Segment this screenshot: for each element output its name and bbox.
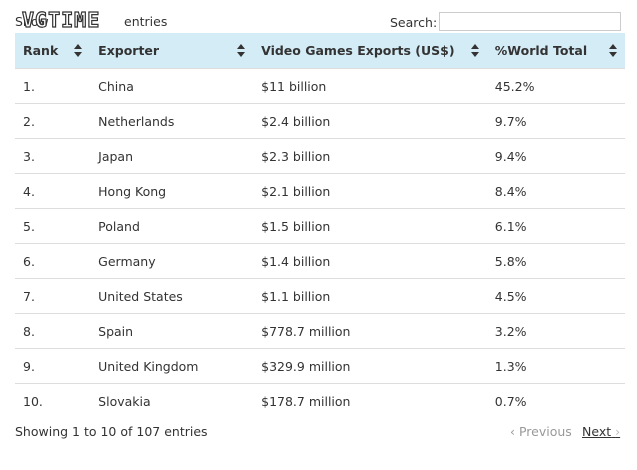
- table-row: 3. Japan $2.3 billion 9.4%: [15, 138, 625, 174]
- table-cell: 5.8%: [486, 243, 625, 279]
- table-cell: 7.: [15, 278, 91, 314]
- sort-icon[interactable]: [609, 44, 617, 57]
- table-cell: 4.: [15, 173, 91, 209]
- table-cell: 9.4%: [486, 138, 625, 174]
- table-cell: 2.: [15, 103, 91, 139]
- table-cell: $2.3 billion: [253, 138, 487, 174]
- table-cell: 8.4%: [486, 173, 625, 209]
- table-row: 2. Netherlands $2.4 billion 9.7%: [15, 103, 625, 139]
- table-cell: $2.4 billion: [253, 103, 487, 139]
- table-cell: China: [90, 68, 254, 104]
- table-cell: Netherlands: [90, 103, 254, 139]
- column-header[interactable]: Video Games Exports (US$): [253, 33, 487, 69]
- table-row: 10. Slovakia $178.7 million 0.7%: [15, 383, 625, 418]
- search-label: Search:: [390, 15, 438, 30]
- table-cell: Hong Kong: [90, 173, 254, 209]
- table-cell: 0.7%: [486, 383, 625, 418]
- table-cell: Poland: [90, 208, 254, 244]
- table-cell: 5.: [15, 208, 91, 244]
- table-cell: 6.1%: [486, 208, 625, 244]
- table-cell: United States: [90, 278, 254, 314]
- table-cell: Spain: [90, 313, 254, 349]
- table-info: Showing 1 to 10 of 107 entries: [15, 424, 208, 439]
- length-label: Show: [15, 14, 49, 29]
- table-cell: United Kingdom: [90, 348, 254, 384]
- length-suffix: entries: [124, 14, 168, 29]
- table-row: 4. Hong Kong $2.1 billion 8.4%: [15, 173, 625, 209]
- table-cell: 1.3%: [486, 348, 625, 384]
- table-cell: $2.1 billion: [253, 173, 487, 209]
- data-table: Rank Exporter Video Games Exports (US$) %Wo…: [15, 33, 625, 418]
- table-cell: $1.5 billion: [253, 208, 487, 244]
- previous-label[interactable]: Previous: [518, 424, 572, 439]
- column-title[interactable]: Exporter: [98, 43, 160, 58]
- table-cell: 9.: [15, 348, 91, 384]
- search-input[interactable]: [439, 12, 621, 31]
- table-row: 9. United Kingdom $329.9 million 1.3%: [15, 348, 625, 384]
- sort-icon[interactable]: [237, 44, 246, 57]
- table-cell: 10.: [15, 383, 91, 418]
- next-label[interactable]: Next: [582, 424, 612, 439]
- table-row: 1. China $11 billion 45.2%: [15, 68, 625, 104]
- header-row: Rank Exporter Video Games Exports (US$) %Wo…: [15, 33, 625, 69]
- table-body: 1. China $11 billion 45.2% 2. Netherlands $2.4…: [15, 68, 625, 418]
- table-cell: $778.7 million: [253, 313, 487, 349]
- sort-icon[interactable]: [470, 44, 479, 57]
- table-cell: Japan: [90, 138, 254, 174]
- table-cell: Slovakia: [90, 383, 254, 418]
- watermark: VGTIME: [21, 7, 101, 32]
- table-cell: Germany: [90, 243, 254, 279]
- table-row: 6. Germany $1.4 billion 5.8%: [15, 243, 625, 279]
- table-cell: 3.2%: [486, 313, 625, 349]
- table-row: 7. United States $1.1 billion 4.5%: [15, 278, 625, 314]
- sort-icon[interactable]: [74, 44, 83, 57]
- column-title[interactable]: Video Games Exports (US$): [261, 43, 455, 58]
- table-cell: 4.5%: [486, 278, 625, 314]
- next-button[interactable]: Next ›: [582, 424, 621, 439]
- column-header[interactable]: Exporter: [90, 33, 254, 69]
- table-cell: 8.: [15, 313, 91, 349]
- column-title[interactable]: %World Total: [494, 43, 588, 58]
- table-cell: $178.7 million: [253, 383, 487, 418]
- table-cell: $1.4 billion: [253, 243, 487, 279]
- table-row: 5. Poland $1.5 billion 6.1%: [15, 208, 625, 244]
- previous-button[interactable]: ‹ Previous: [510, 424, 572, 439]
- table-cell: $11 billion: [253, 68, 487, 104]
- table-cell: 6.: [15, 243, 91, 279]
- table-cell: 3.: [15, 138, 91, 174]
- table-cell: 45.2%: [486, 68, 625, 104]
- table-row: 8. Spain $778.7 million 3.2%: [15, 313, 625, 349]
- column-header[interactable]: Rank: [15, 33, 91, 69]
- table-cell: $1.1 billion: [253, 278, 487, 314]
- column-header[interactable]: %World Total: [486, 33, 625, 69]
- column-title[interactable]: Rank: [23, 43, 59, 58]
- table-cell: $329.9 million: [253, 348, 487, 384]
- table-cell: 1.: [15, 68, 91, 104]
- table-cell: 9.7%: [486, 103, 625, 139]
